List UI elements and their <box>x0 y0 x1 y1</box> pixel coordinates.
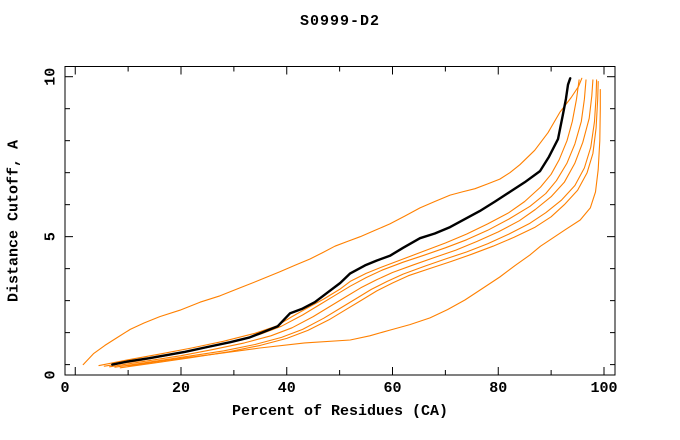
x-axis-title: Percent of Residues (CA) <box>231 403 449 420</box>
y-tick-label: 0 <box>43 370 60 379</box>
curve-orange-bundle-4 <box>114 79 598 368</box>
y-tick-label: 10 <box>43 68 60 86</box>
plot-frame <box>64 66 616 376</box>
x-tick-label: 0 <box>60 380 69 397</box>
x-tick-label: 40 <box>278 380 296 397</box>
curve-orange-bundle-3 <box>109 79 594 368</box>
curve-orange-bundle-5 <box>119 80 599 369</box>
x-tick-labels: 0 20 40 60 80 100 <box>60 380 617 397</box>
curve-black-model-curve <box>111 77 572 366</box>
chart-title: S0999-D2 <box>299 13 381 30</box>
x-tick-label: 80 <box>489 380 507 397</box>
x-tick-label: 60 <box>383 380 401 397</box>
curve-orange-low-outlier <box>127 88 601 367</box>
x-tick-label: 20 <box>172 380 190 397</box>
curve-orange-bundle-2 <box>103 79 587 367</box>
y-tick-labels: 0 5 10 <box>43 68 60 380</box>
x-tick-label: 100 <box>590 380 617 397</box>
curves <box>82 77 601 369</box>
curve-orange-bundle-1 <box>98 79 580 367</box>
y-tick-label: 5 <box>43 232 60 241</box>
axis-ticks <box>65 66 615 375</box>
curve-orange-high-outlier <box>82 77 583 366</box>
